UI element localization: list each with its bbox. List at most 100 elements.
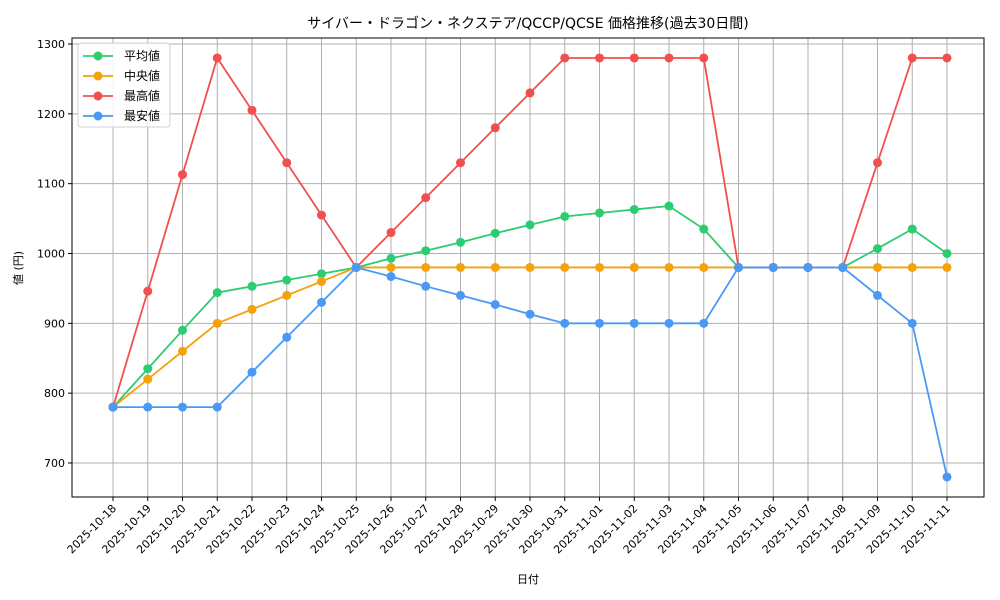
legend-label: 平均値 [124,48,160,63]
data-point [456,237,465,247]
data-point [317,297,326,307]
data-point [942,262,952,272]
data-point [386,262,396,272]
data-point [664,201,674,211]
legend-label: 最高値 [124,88,160,103]
data-point [664,53,674,63]
data-point [247,304,257,314]
x-axis-label: 日付 [517,573,539,586]
data-point [664,318,674,328]
data-point [595,208,604,218]
data-point [212,53,222,63]
chart-title: サイバー・ドラゴン・ネクステア/QCCP/QCSE 価格推移(過去30日間) [307,15,748,32]
data-point [386,272,396,282]
data-point [838,262,848,272]
data-point [143,402,153,412]
legend-marker-icon [93,71,103,81]
data-point [664,262,674,272]
data-point [525,88,535,98]
y-tick-label: 1300 [37,38,65,51]
data-point [560,262,570,272]
data-point [768,262,778,272]
data-point [386,228,396,238]
data-point [490,123,500,133]
data-point [178,170,187,180]
data-point [143,374,153,384]
data-point [629,262,639,272]
data-point [734,262,743,272]
data-point [595,53,604,63]
data-point [803,262,813,272]
data-point [282,290,292,300]
data-point [456,290,465,300]
data-point [942,472,952,482]
data-point [178,402,187,412]
data-point [595,262,604,272]
data-point [560,318,570,328]
data-point [525,262,535,272]
y-tick-label: 1000 [37,247,65,260]
data-point [629,53,639,63]
legend-label: 最安値 [124,108,160,123]
legend-marker-icon [93,111,103,121]
data-point [421,246,431,256]
data-point [178,325,187,335]
data-point [907,262,917,272]
data-point [629,204,639,214]
data-point [421,262,431,272]
plot-area-frame [71,37,985,498]
data-point [247,281,257,291]
data-point [560,53,570,63]
data-point [421,193,431,203]
y-tick-label: 1200 [37,108,65,121]
legend-marker-icon [93,91,103,101]
data-point [873,262,882,272]
data-point [108,402,118,412]
data-point [212,288,222,298]
data-point [178,346,187,356]
data-point [282,158,292,168]
data-point [595,318,604,328]
data-point [282,332,292,342]
data-point [212,318,222,328]
data-point [490,299,500,309]
data-point [490,262,500,272]
data-point [456,158,465,168]
data-point [560,211,570,221]
data-point [525,220,535,230]
data-point [247,367,257,377]
data-point [456,262,465,272]
x-axis: 2025-10-182025-10-192025-10-202025-10-21… [65,497,953,556]
legend-marker-icon [93,51,103,61]
y-tick-label: 900 [44,317,65,330]
data-point [386,253,396,263]
y-tick-label: 800 [44,387,65,400]
data-point [247,105,257,115]
data-point [907,224,917,234]
y-tick-label: 1100 [37,178,65,191]
data-point [873,158,882,168]
data-point [699,224,709,234]
legend-item: 最高値 [83,88,160,103]
data-point [699,318,709,328]
legend-item: 最安値 [83,108,160,123]
data-point [942,53,952,63]
data-point [282,275,292,285]
data-point [907,53,917,63]
data-point [525,309,535,319]
y-axis-label: 値 (円) [12,251,25,285]
data-point [317,269,326,279]
y-axis: 700 800 900 1000 1100 1200 1300 [37,38,72,470]
legend-label: 中央値 [124,68,160,83]
series-group [108,53,952,482]
data-point [143,286,153,296]
data-point [212,402,222,412]
data-point [942,248,952,258]
legend-box [77,42,171,128]
legend-item: 平均値 [83,48,160,63]
data-point [873,244,882,254]
data-point [629,318,639,328]
series-3 [108,262,952,482]
data-point [351,262,361,272]
